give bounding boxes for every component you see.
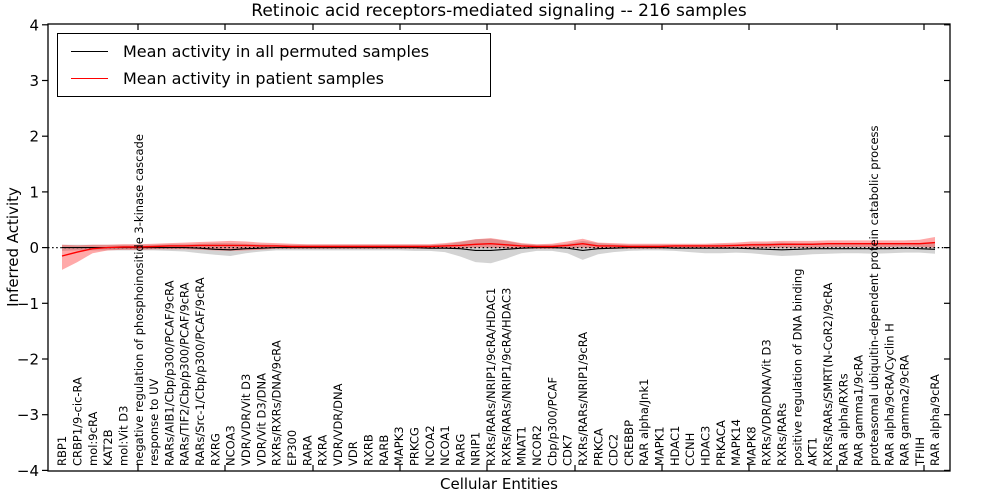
x-category-label: RARs/Src-1/Cbp/p300/PCAF/9cRA (193, 277, 207, 466)
x-category-label: VDR/VDR/DNA (331, 383, 345, 466)
x-category-label: VDR (346, 441, 360, 466)
x-category-label: RAR alpha/Jnk1 (637, 379, 651, 466)
x-category-label: MAPK1 (653, 426, 667, 466)
x-category-label: RARs/TIF2/Cbp/p300/PCAF/9cRA (178, 282, 192, 466)
y-tick-label: −3 (17, 406, 39, 424)
x-category-label: mol:9cRA (86, 412, 100, 466)
x-category-label: NRIP1 (469, 432, 483, 466)
patient-line-sample-icon (71, 78, 108, 79)
x-category-label: AKT1 (806, 437, 820, 466)
x-category-label: HDAC1 (668, 426, 682, 466)
x-category-label: NCOA3 (224, 425, 238, 466)
permuted-mean-line (62, 247, 936, 251)
x-category-label: proteasomal ubiquitin-dependent protein … (867, 125, 881, 466)
x-category-label: CCNH (683, 433, 697, 466)
x-category-label: MAPK3 (392, 426, 406, 466)
x-category-label: CDK7 (561, 434, 575, 466)
legend: Mean activity in all permuted samples Me… (57, 33, 491, 97)
x-category-label: KAT2B (101, 429, 115, 466)
y-tick-label: 0 (29, 239, 39, 257)
legend-item-patient: Mean activity in patient samples (58, 69, 490, 88)
x-category-label: HDAC3 (699, 426, 713, 466)
x-category-label: RXRs/RARs/SMRT(N-CoR2)/9cRA (821, 282, 835, 466)
x-category-label: RAR alpha/RXRs (836, 373, 850, 466)
legend-label-patient: Mean activity in patient samples (123, 69, 384, 88)
x-category-label: RXRs/RARs/NRIP1/9cRA/HDAC3 (499, 288, 513, 466)
y-tick-label: 3 (29, 72, 39, 90)
x-category-label: MAPK8 (744, 426, 758, 466)
x-category-label: RBP1 (55, 436, 69, 466)
x-category-label: RARs/AIB1/Cbp/p300/PCAF/9cRA (162, 280, 176, 466)
x-category-label: PRKCA (591, 428, 605, 466)
x-category-label: RXRA (316, 435, 330, 466)
x-category-label: RXRB (362, 434, 376, 466)
x-category-label: RAR gamma1/9cRA (852, 355, 866, 466)
x-category-label: TFIIH (913, 437, 927, 467)
patient-mean-line (61, 241, 936, 257)
x-category-label: VDR/VDR/Vit D3 (239, 374, 253, 466)
x-category-label: CREBBP (622, 420, 636, 466)
y-tick-label: −1 (17, 295, 39, 313)
x-category-label: Cbp/p300/PCAF (545, 377, 559, 466)
permuted-line-sample-icon (71, 51, 108, 52)
x-category-label: NCOA2 (423, 425, 437, 466)
x-category-label: RARB (377, 435, 391, 466)
x-category-label: MNAT1 (515, 426, 529, 466)
y-tick-label: −2 (17, 351, 39, 369)
x-category-label: RARG (453, 434, 467, 466)
x-category-label: negative regulation of phosphoinositide … (132, 134, 146, 466)
x-category-label: RARA (300, 435, 314, 466)
x-category-label: VDR/Vit D3/DNA (254, 373, 268, 466)
x-category-label: PRKACA (714, 420, 728, 466)
x-category-label: EP300 (285, 430, 299, 466)
x-category-label: mol:Vit D3 (117, 406, 131, 466)
x-category-label: CRBP1/9-cic-RA (71, 377, 85, 466)
y-tick-label: 1 (29, 183, 39, 201)
x-category-label: positive regulation of DNA binding (790, 269, 804, 466)
permuted-band (62, 238, 935, 264)
x-category-label: MAPK14 (729, 419, 743, 466)
x-category-label: response to UV (147, 378, 161, 466)
y-tick-label: 2 (29, 128, 39, 146)
x-category-label: RXRs/RXRs/DNA/9cRA (270, 340, 284, 466)
chart-title: Retinoic acid receptors-mediated signali… (251, 1, 747, 21)
x-category-label: RAR alpha/9cRA/Cyclin H (882, 323, 896, 466)
x-category-label: PRKCG (408, 427, 422, 466)
x-category-label: CDC2 (607, 434, 621, 466)
legend-label-permuted: Mean activity in all permuted samples (123, 42, 430, 61)
x-category-label: RXRs/RARs/NRIP1/9cRA (576, 332, 590, 466)
y-axis-label: Inferred Activity (4, 187, 22, 307)
x-category-label: RXRs/RARs (775, 403, 789, 466)
y-tick-label: −4 (17, 462, 39, 480)
x-axis-label: Cellular Entities (440, 475, 558, 493)
x-category-label: RAR alpha/9cRA (928, 374, 942, 466)
x-category-label: RXRs/VDR/DNA/Vit D3 (760, 339, 774, 466)
x-category-label: RXRG (208, 433, 222, 466)
x-category-label: NCOR2 (530, 425, 544, 466)
y-tick-label: 4 (29, 16, 39, 34)
x-category-label: RXRs/RARs/NRIP1/9cRA/HDAC1 (484, 288, 498, 466)
x-category-label: RAR gamma2/9cRA (898, 355, 912, 466)
legend-item-permuted: Mean activity in all permuted samples (58, 42, 490, 61)
x-category-label: NCOA1 (438, 425, 452, 466)
